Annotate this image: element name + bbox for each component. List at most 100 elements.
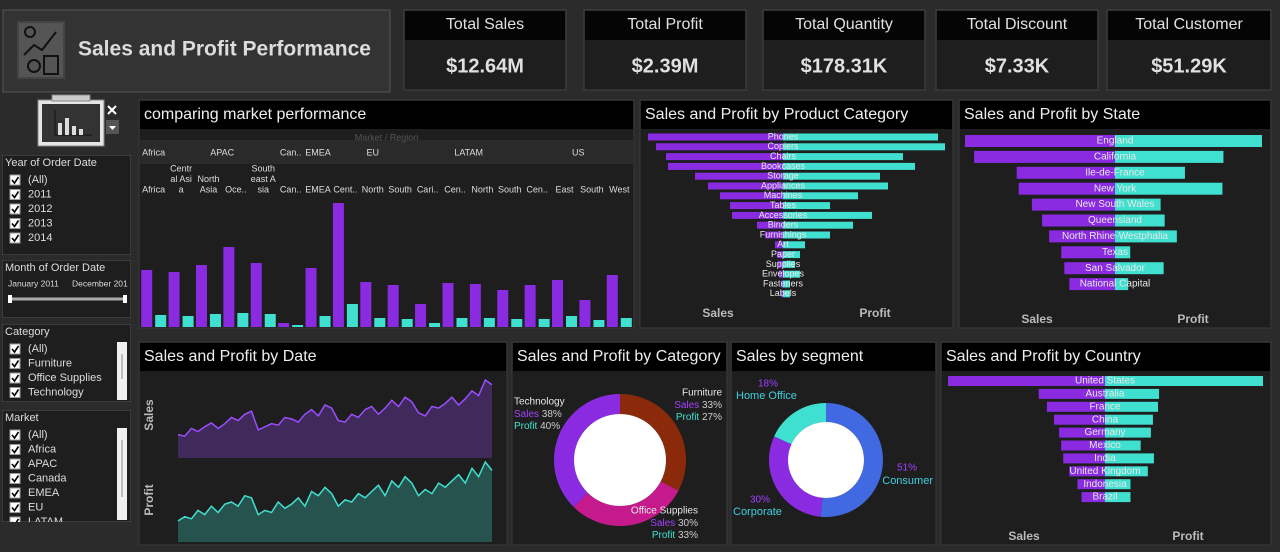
filter-option[interactable]: APAC [9,458,57,470]
filter-option[interactable]: 2012 [9,203,52,215]
category-label: United Kingdom [1069,466,1140,477]
checkbox[interactable] [9,458,21,470]
bar [1064,262,1115,275]
slice-percent: 40% [540,421,560,432]
header-panel [2,9,391,93]
filter-option[interactable]: (All) [9,343,48,355]
checkbox[interactable] [9,487,21,499]
bar [237,313,249,327]
chart-panel [958,99,1272,329]
bar [781,290,783,298]
check-mark [11,374,20,383]
category-label: Accessories [759,210,808,220]
filter-option-label: Office Supplies [28,372,102,384]
chart-title-bar [140,101,633,129]
checkbox[interactable] [9,343,21,355]
category-label: National Capital [1080,279,1151,290]
sheet-selector[interactable] [37,94,119,147]
filter-option[interactable]: (All) [9,429,48,441]
region-label: east A [251,174,276,184]
region-label: Can.. [280,184,302,194]
filter-option[interactable]: 2011 [9,188,52,200]
checkbox[interactable] [9,203,21,215]
bar [1018,182,1115,195]
region-label: North [197,174,219,184]
measure-name: Sales [514,409,539,420]
slider-handle[interactable] [8,295,12,303]
bar [1105,414,1153,425]
filter-option[interactable]: 2014 [9,232,52,244]
filter-option[interactable]: Technology [9,386,84,398]
filter-box [2,410,131,522]
bar [783,153,903,161]
checkbox[interactable] [9,358,21,369]
checkbox[interactable] [9,387,21,398]
slice-label: Corporate [733,506,782,518]
region-label: Oce.. [225,184,247,194]
category-label: Paper [771,249,795,259]
category-label: New York [1094,183,1137,194]
filter-option[interactable]: LATAM [9,516,63,528]
checkbox[interactable] [9,174,21,186]
bar [720,192,783,200]
kpi-label: Total Profit [627,16,703,33]
bar [783,192,858,200]
checkbox[interactable] [9,473,21,484]
checkbox[interactable] [9,189,21,200]
bar [606,275,618,327]
checkbox[interactable] [9,232,21,244]
region-label: Cari.. [417,184,439,194]
filter-option-label: (All) [28,343,48,355]
bar [579,300,591,327]
bar [1115,182,1223,195]
filter-option[interactable]: Office Supplies [9,372,102,384]
bar [765,231,783,239]
filter-option[interactable]: (All) [9,174,48,186]
bar [778,260,783,268]
range-start: January 2011 [8,278,59,288]
market-label: EMEA [305,147,331,157]
region-label: EMEA [305,184,331,194]
chart-title: Sales and Profit by Product Category [645,106,908,123]
category-label: California [1094,152,1137,163]
measure-label: Profit [859,306,890,320]
filter-panel: Category (All) Furniture Office Supplies Tec… [2,324,131,402]
region-label: South [251,163,275,173]
filter-option-label: Technology [28,386,84,398]
slice-value: Profit 33% [652,530,698,541]
checkbox[interactable] [9,516,21,527]
slice-percent: 51% [897,463,917,474]
checkbox[interactable] [9,502,21,513]
filter-box [2,155,131,255]
bar [783,241,805,249]
line [177,460,493,522]
filter-option[interactable]: Canada [9,472,67,484]
bar [305,268,317,327]
filter-option[interactable]: 2013 [9,217,52,229]
category-label: Machines [764,190,803,200]
category-label: Fasteners [763,278,804,288]
filter-option[interactable]: Africa [9,443,57,455]
header-icon [17,21,65,79]
checkbox[interactable] [9,444,21,455]
bar [511,319,523,327]
checkbox[interactable] [9,218,21,229]
bar [1105,479,1131,490]
bar [974,150,1115,163]
slider-handle[interactable] [123,295,127,303]
filter-option[interactable]: Furniture [9,357,72,369]
kpi-card: Total Quantity $178.31K [762,9,926,91]
filter-box [2,324,131,402]
bar [1105,440,1141,451]
checkbox[interactable] [9,372,21,384]
donut-hole [574,414,666,506]
category-label: England [1097,136,1134,147]
bar [429,323,441,327]
chart-title: Sales and Profit by State [964,106,1140,123]
category-label: Texas [1102,247,1128,258]
bar [1115,278,1129,291]
filter-option[interactable]: EMEA [9,487,60,499]
checkbox[interactable] [9,429,21,441]
filter-option[interactable]: EU [9,501,43,513]
bar [783,260,795,268]
